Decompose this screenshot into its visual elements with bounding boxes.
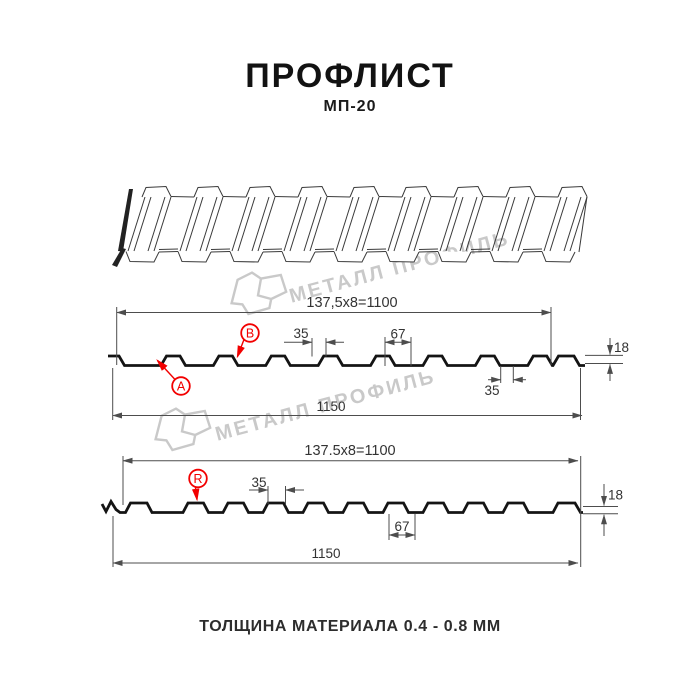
cross-section-top: 137,5x8=1100 35 67 35 18 1150 xyxy=(108,295,629,420)
dim-valley-width-bottom: 67 xyxy=(394,519,409,534)
dim-total-width-bottom: 1150 xyxy=(311,546,340,561)
dim-crest-width-bottom: 35 xyxy=(251,475,266,490)
dim-total-width-top: 1150 xyxy=(316,399,345,414)
dim-pitch-top: 137,5x8=1100 xyxy=(306,295,397,311)
label-b: B xyxy=(246,327,254,341)
dim-height-top: 18 xyxy=(614,340,629,355)
cross-section-bottom: 137.5x8=1100 35 67 18 1150 R xyxy=(100,443,623,567)
dim-crest-width-top: 35 xyxy=(293,326,308,341)
callout-r: R xyxy=(188,468,208,502)
dim-back-width-top: 35 xyxy=(484,383,499,398)
callout-b: B xyxy=(236,323,260,359)
dim-valley-width-top: 67 xyxy=(390,327,405,342)
profile-outline xyxy=(100,498,583,515)
dim-pitch-bottom: 137.5x8=1100 xyxy=(304,443,395,459)
profile-outline xyxy=(108,354,585,367)
profile-3d-view xyxy=(112,185,588,267)
label-r: R xyxy=(193,472,202,486)
profile-model-subtitle: МП-20 xyxy=(323,98,377,115)
callout-a: A xyxy=(156,359,191,396)
dim-height-bottom: 18 xyxy=(608,488,623,503)
label-a: A xyxy=(177,380,186,394)
thickness-caption: ТОЛЩИНА МАТЕРИАЛА 0.4 - 0.8 ММ xyxy=(199,618,501,635)
page-title: ПРОФЛИСТ xyxy=(245,57,455,95)
